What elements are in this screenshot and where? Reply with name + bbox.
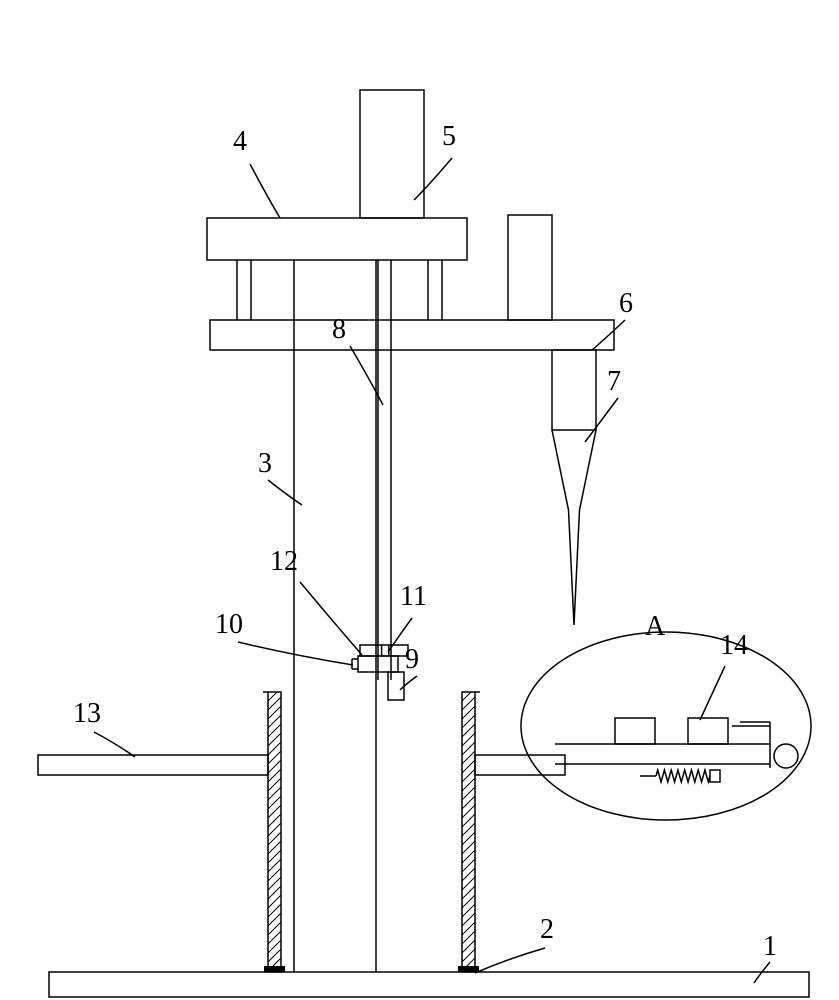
label-1: 1 [763, 931, 777, 962]
leader-6 [592, 320, 625, 350]
top-plate [207, 218, 467, 260]
label-5: 5 [442, 121, 456, 152]
label-3: 3 [258, 448, 272, 479]
label-2: 2 [540, 914, 554, 945]
leader-14 [700, 666, 725, 720]
leader-7 [585, 398, 618, 442]
leader-4 [250, 164, 280, 218]
label-11: 11 [400, 581, 427, 612]
leader-3 [268, 480, 302, 505]
cross-plate [210, 320, 614, 350]
conveyor-right [475, 755, 565, 775]
label-10: 10 [215, 609, 243, 640]
label-A: A [645, 611, 666, 642]
diagram: 4 5 6 8 7 3 12 11 10 9 A 14 13 2 1 [0, 0, 839, 1000]
base-plate [49, 972, 809, 997]
label-7: 7 [607, 366, 621, 397]
label-12: 12 [270, 546, 298, 577]
leader-9 [400, 676, 417, 690]
conveyor-left [38, 755, 268, 775]
label-8: 8 [332, 314, 346, 345]
label-9: 9 [405, 644, 419, 675]
leader-10 [238, 642, 353, 665]
label-4: 4 [233, 126, 247, 157]
label-13: 13 [73, 698, 101, 729]
label-6: 6 [619, 288, 633, 319]
leader-5 [414, 158, 452, 200]
leader-12 [300, 582, 362, 655]
label-14: 14 [720, 630, 748, 661]
leader-13 [94, 732, 135, 757]
leader-2 [475, 948, 545, 973]
